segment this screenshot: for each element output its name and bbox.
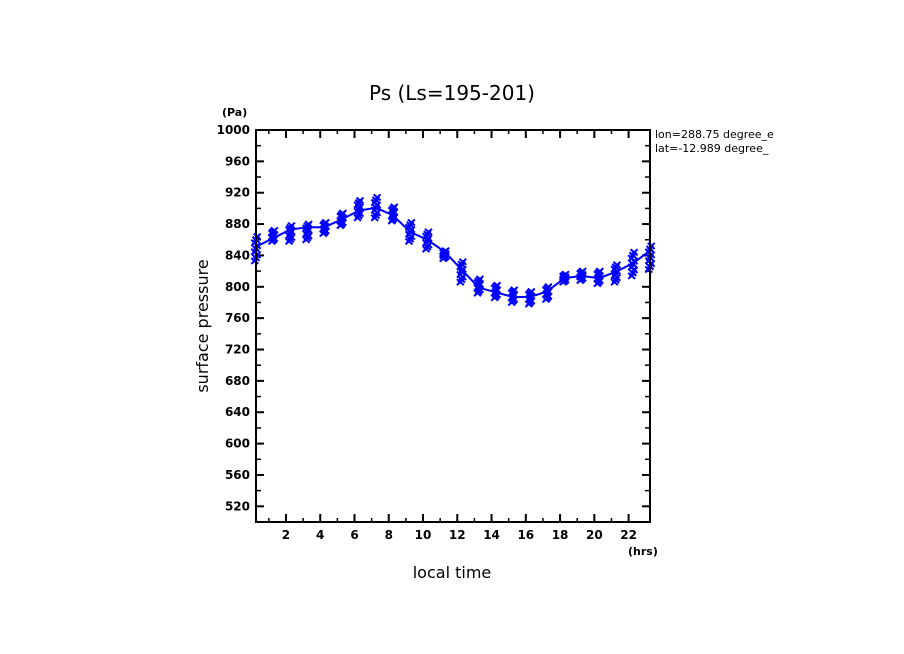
plot-frame [255, 129, 651, 523]
sample-marker [372, 193, 382, 202]
annotation-lon: lon=288.75 degree_e [655, 128, 774, 141]
sample-marker [407, 218, 416, 227]
y-tick-label: 960 [225, 154, 250, 168]
sample-marker [527, 287, 536, 296]
x-tick-label: 2 [282, 528, 290, 542]
sample-marker [424, 228, 433, 236]
mean-point [494, 290, 498, 294]
mean-point [545, 290, 549, 294]
mean-point [460, 268, 464, 272]
x-tick-label: 14 [483, 528, 500, 542]
mean-point [391, 213, 395, 217]
mean-point [528, 295, 532, 299]
chart-title: Ps (Ls=195-201) [369, 81, 535, 105]
x-axis-label: local time [413, 563, 492, 582]
sample-marker [458, 257, 467, 266]
sample-marker [338, 209, 348, 217]
y-tick-label: 800 [225, 280, 250, 294]
mean-point [323, 225, 327, 229]
x-tick-label: 16 [517, 528, 534, 542]
x-tick-label: 22 [620, 528, 637, 542]
x-tick-label: 6 [350, 528, 358, 542]
x-tick-label: 4 [316, 528, 324, 542]
y-unit-label: (Pa) [222, 106, 247, 119]
sample-marker [492, 281, 502, 289]
y-tick-label: 1000 [217, 123, 250, 137]
x-tick-label: 10 [415, 528, 432, 542]
mean-point [511, 295, 515, 299]
sample-marker [561, 270, 570, 279]
mean-point [271, 236, 275, 240]
sample-marker [647, 242, 656, 250]
x-unit-label: (hrs) [628, 545, 658, 558]
annotation-lat: lat=-12.989 degree_ [655, 142, 769, 155]
y-tick-label: 560 [225, 468, 250, 482]
mean-point [305, 225, 309, 229]
annotation-clip [778, 126, 818, 158]
y-tick-label: 680 [225, 374, 250, 388]
sample-marker [287, 221, 296, 230]
x-tick-label: 20 [586, 528, 603, 542]
y-axis-label: surface pressure [193, 259, 212, 392]
sample-marker [578, 267, 587, 275]
y-tick-label: 840 [225, 248, 250, 262]
y-tick-label: 640 [225, 405, 250, 419]
x-tick-label: 12 [449, 528, 466, 542]
x-tick-label: 8 [385, 528, 393, 542]
mean-point [614, 270, 618, 274]
y-tick-label: 520 [225, 499, 250, 513]
sample-marker [595, 267, 604, 275]
mean-point [477, 286, 481, 290]
sample-marker [253, 232, 262, 241]
sample-marker [355, 196, 365, 205]
mean-point [408, 230, 412, 234]
sample-marker [390, 203, 399, 211]
sample-marker [629, 248, 639, 257]
mean-line [255, 206, 651, 298]
mean-point [288, 228, 292, 232]
sample-marker [304, 220, 313, 228]
mean-point [442, 250, 446, 254]
mean-point [374, 206, 378, 210]
mean-point [357, 209, 361, 213]
mean-point [597, 276, 601, 280]
sample-marker [510, 286, 519, 294]
y-tick-label: 760 [225, 311, 250, 325]
y-tick-label: 880 [225, 217, 250, 231]
y-tick-label: 720 [225, 343, 250, 357]
mean-point [562, 276, 566, 280]
mean-point [340, 217, 344, 221]
x-tick-label: 18 [552, 528, 569, 542]
y-tick-label: 920 [225, 186, 250, 200]
sample-marker [612, 261, 622, 269]
sample-marker [475, 275, 485, 283]
mean-point [425, 238, 429, 242]
mean-point [631, 261, 635, 265]
y-tick-label: 600 [225, 437, 250, 451]
sample-marker [270, 226, 279, 235]
mean-point [579, 274, 583, 278]
